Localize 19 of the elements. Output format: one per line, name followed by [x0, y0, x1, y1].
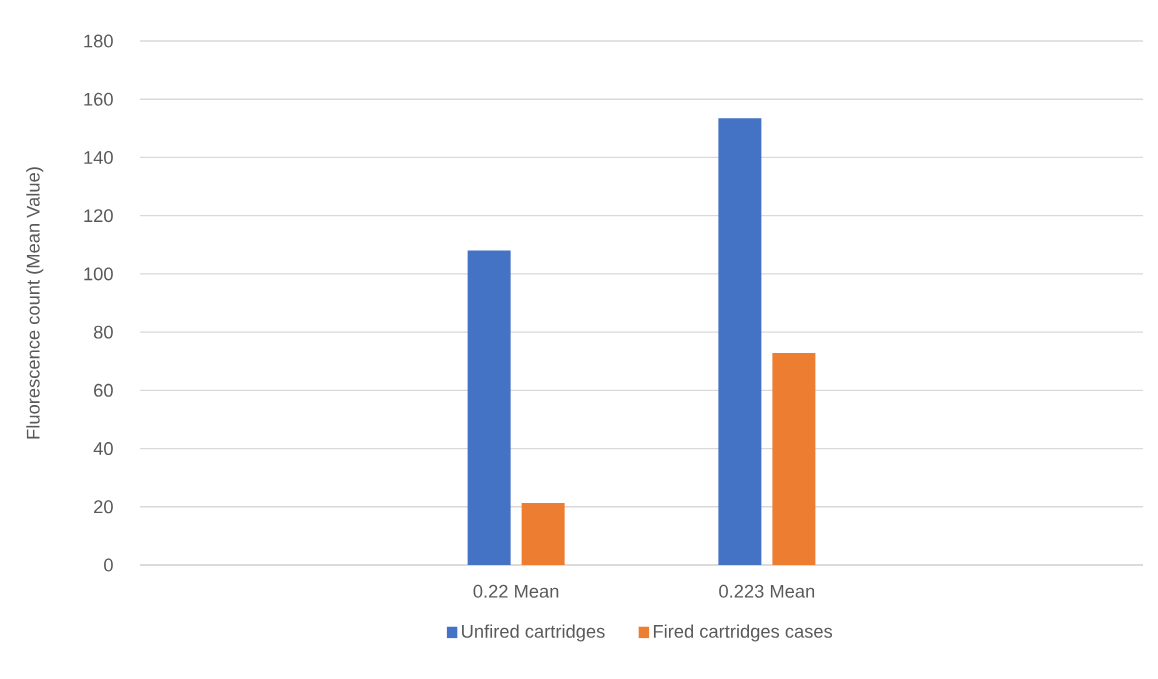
y-axis-title: Fluorescence count (Mean Value) [26, 167, 44, 439]
bar [772, 353, 816, 565]
y-tick-label: 0 [104, 558, 113, 572]
legend-label: Unfired cartridges [462, 624, 605, 642]
y-tick-label: 160 [84, 92, 113, 106]
y-tick-label: 100 [84, 267, 113, 281]
y-tick-label: 180 [84, 34, 113, 48]
y-tick-label: 120 [84, 209, 113, 223]
y-tick-label: 40 [93, 442, 113, 456]
y-tick-label: 20 [94, 500, 113, 514]
y-tick-label: 140 [84, 150, 113, 164]
x-tick-label: 0.22 Mean [473, 584, 559, 598]
x-tick-label: 0.223 Mean [719, 584, 815, 598]
bar [718, 118, 762, 565]
legend-label: Fired cartridges cases [653, 624, 833, 642]
bar [521, 503, 565, 565]
y-tick-label: 80 [93, 325, 113, 339]
y-tick-label: 60 [94, 383, 113, 397]
bar [467, 250, 511, 565]
